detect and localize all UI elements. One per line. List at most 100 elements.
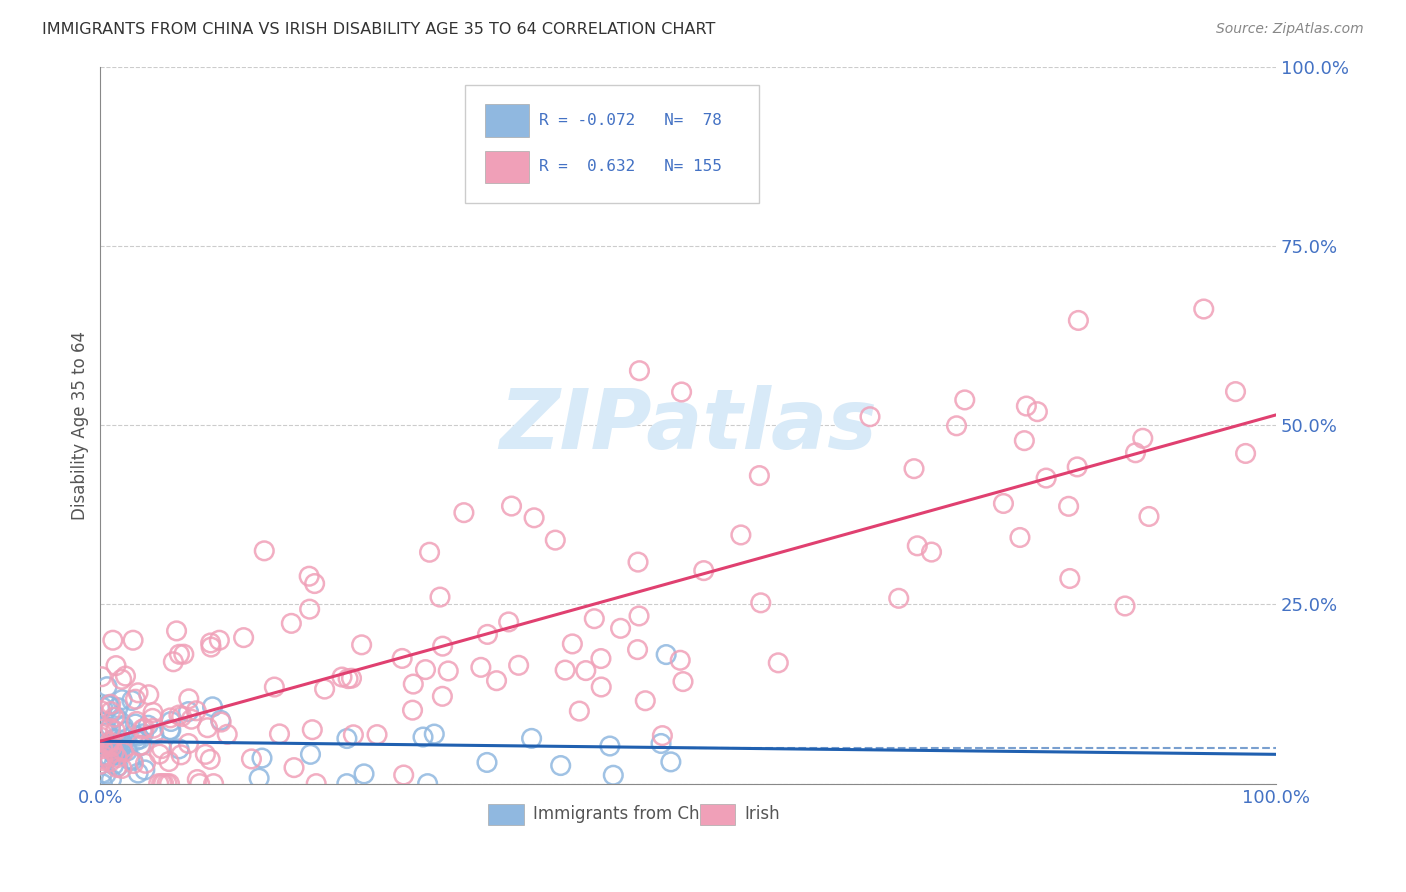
Point: [89, 757, 111, 772]
Point: [108, 738, 131, 752]
Point: [1014, 434, 1036, 448]
Y-axis label: Disability Age 35 to 64: Disability Age 35 to 64: [72, 331, 89, 520]
Point: [305, 777, 328, 791]
Point: [240, 752, 263, 766]
Point: [200, 636, 222, 650]
Point: [108, 714, 131, 729]
Point: [90, 731, 112, 745]
Point: [432, 639, 454, 653]
Point: [107, 743, 129, 757]
Bar: [700, 804, 735, 825]
Point: [177, 737, 200, 751]
Point: [591, 680, 613, 694]
Point: [96, 767, 118, 781]
Point: [89, 752, 111, 766]
Point: [437, 664, 460, 678]
Point: [859, 409, 882, 424]
Point: [129, 738, 152, 752]
Bar: [488, 804, 523, 825]
Point: [520, 731, 543, 746]
Point: [508, 658, 530, 673]
Point: [651, 729, 673, 743]
Point: [91, 777, 114, 791]
Point: [111, 692, 134, 706]
Point: [402, 677, 425, 691]
Point: [194, 747, 217, 762]
Point: [101, 633, 124, 648]
Point: [304, 576, 326, 591]
Point: [953, 392, 976, 407]
Point: [1125, 446, 1147, 460]
Point: [749, 596, 772, 610]
Point: [111, 762, 134, 776]
Point: [280, 616, 302, 631]
Point: [127, 686, 149, 700]
Point: [477, 627, 499, 641]
Bar: [485, 104, 530, 136]
Point: [114, 669, 136, 683]
Point: [121, 693, 143, 707]
Point: [103, 747, 125, 762]
Point: [134, 756, 156, 771]
Point: [91, 720, 114, 734]
Point: [1114, 599, 1136, 613]
Point: [138, 688, 160, 702]
Point: [561, 637, 583, 651]
Point: [1008, 531, 1031, 545]
Point: [583, 612, 606, 626]
Point: [429, 590, 451, 604]
Point: [1132, 431, 1154, 445]
Point: [921, 545, 943, 559]
Point: [283, 761, 305, 775]
Point: [169, 647, 191, 661]
Point: [103, 710, 125, 724]
Text: Immigrants from China: Immigrants from China: [533, 805, 724, 823]
Point: [1067, 313, 1090, 327]
Point: [1015, 399, 1038, 413]
Point: [142, 721, 165, 735]
Point: [141, 711, 163, 725]
Point: [166, 624, 188, 638]
Point: [336, 731, 359, 746]
Point: [1192, 301, 1215, 316]
Point: [299, 747, 322, 762]
Point: [1225, 384, 1247, 399]
Point: [160, 714, 183, 729]
Point: [167, 708, 190, 723]
Point: [125, 714, 148, 729]
Point: [90, 670, 112, 684]
Point: [167, 742, 190, 756]
Point: [568, 704, 591, 718]
Point: [453, 506, 475, 520]
Point: [626, 642, 648, 657]
Point: [602, 768, 624, 782]
Point: [197, 721, 219, 735]
Point: [337, 672, 360, 686]
Point: [98, 698, 121, 713]
Point: [127, 766, 149, 780]
Point: [671, 384, 693, 399]
Point: [627, 555, 650, 569]
Point: [415, 663, 437, 677]
Point: [945, 418, 967, 433]
Point: [186, 772, 208, 787]
Point: [575, 664, 598, 678]
Point: [1066, 459, 1088, 474]
Point: [142, 727, 165, 741]
Point: [93, 719, 115, 733]
Point: [253, 544, 276, 558]
Point: [628, 364, 651, 378]
Point: [342, 728, 364, 742]
Point: [134, 763, 156, 777]
Point: [108, 748, 131, 763]
Point: [91, 741, 114, 756]
Point: [263, 680, 285, 694]
Point: [134, 721, 156, 735]
Point: [132, 727, 155, 741]
Point: [111, 739, 134, 753]
Point: [117, 744, 139, 758]
Point: [634, 694, 657, 708]
Point: [91, 727, 114, 741]
Point: [366, 728, 388, 742]
Point: [523, 511, 546, 525]
